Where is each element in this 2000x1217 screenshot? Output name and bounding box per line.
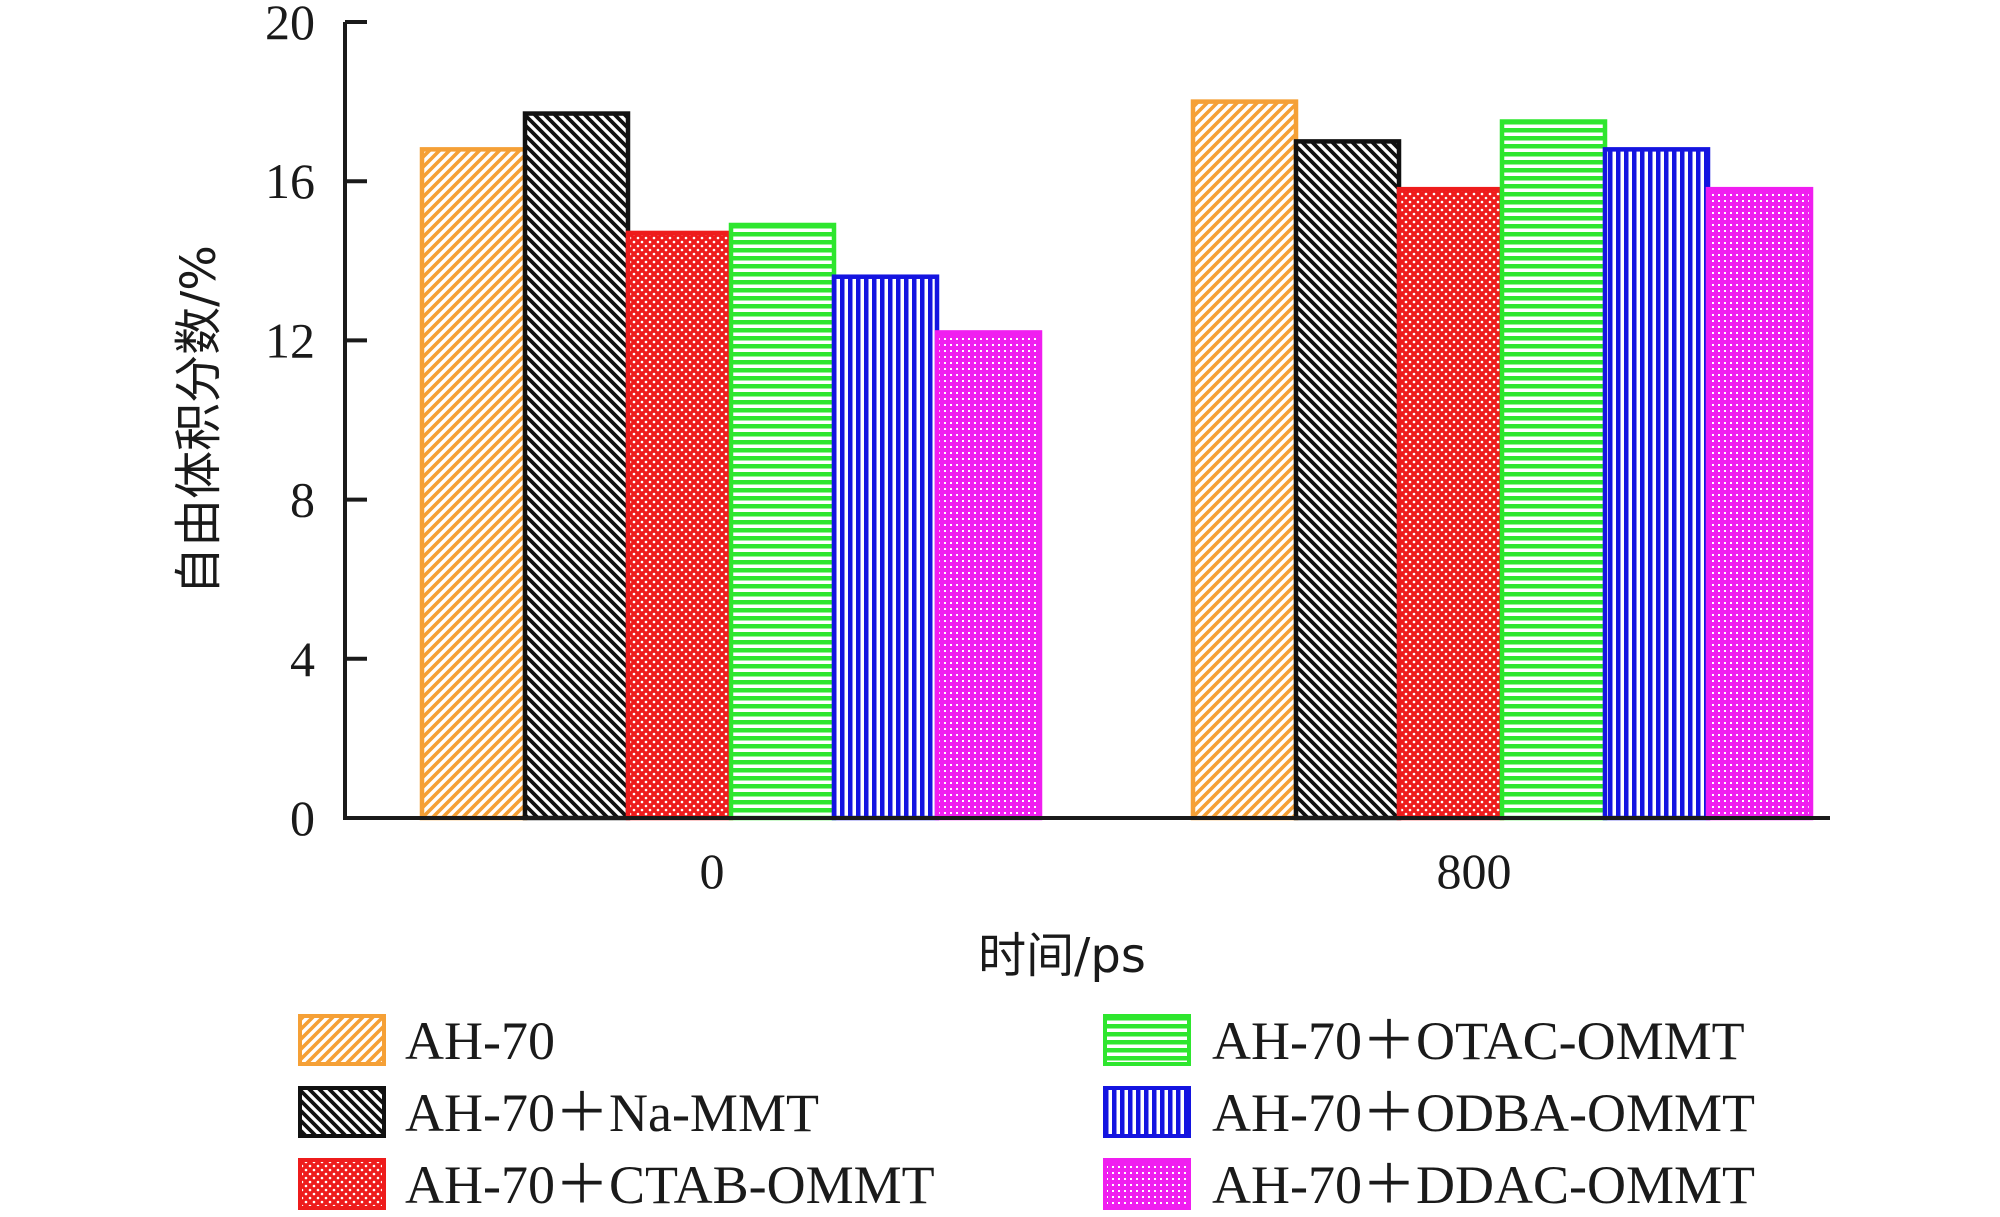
- y-tick-label: 20: [265, 0, 315, 50]
- bar-ah-70-ctab-ommt-0: [625, 230, 734, 821]
- x-axis-ticks: 0 800: [700, 843, 1512, 899]
- legend-label: AH-70: [405, 1011, 555, 1071]
- legend-swatch: [298, 1086, 386, 1138]
- bar-ah-70-ddac-ommt-0: [934, 330, 1043, 821]
- bar-ah-70-otac-ommt-0: [728, 222, 837, 821]
- bar-ah-70-odba-ommt-0: [831, 274, 940, 821]
- x-axis-title: 时间/ps: [978, 928, 1146, 984]
- bars-group: [419, 99, 1814, 821]
- legend-label: AH-70＋DDAC-OMMT: [1212, 1155, 1755, 1215]
- bar-ah-70-800: [1190, 99, 1299, 821]
- x-tick-label: 800: [1437, 843, 1512, 899]
- bar-ah-70-0: [419, 147, 528, 821]
- legend: AH-70 AH-70＋Na-MMT AH-70＋CTAB-OMMT AH-70＋OT…: [298, 1011, 1755, 1215]
- y-axis-ticks: 0 4 8 12 16 20: [265, 0, 367, 846]
- bar-ah-70-ddac-ommt-800: [1705, 186, 1814, 821]
- y-axis-title: 自由体积分数/%: [171, 245, 227, 595]
- legend-label: AH-70＋ODBA-OMMT: [1212, 1083, 1755, 1143]
- y-tick-label: 4: [290, 631, 315, 687]
- bar-ah-70-odba-ommt-800: [1602, 147, 1711, 821]
- y-tick-label: 0: [290, 790, 315, 846]
- legend-label: AH-70＋CTAB-OMMT: [405, 1155, 935, 1215]
- bar-ah-70-na-mmt-800: [1293, 139, 1402, 821]
- y-tick-label: 12: [265, 312, 315, 368]
- x-tick-label: 0: [700, 843, 725, 899]
- legend-label: AH-70＋OTAC-OMMT: [1212, 1011, 1745, 1071]
- legend-label: AH-70＋Na-MMT: [405, 1083, 819, 1143]
- bar-ah-70-ctab-ommt-800: [1396, 186, 1505, 821]
- legend-swatch: [1103, 1158, 1191, 1210]
- y-tick-label: 8: [290, 472, 315, 528]
- legend-swatch: [298, 1014, 386, 1066]
- y-tick-label: 16: [265, 153, 315, 209]
- legend-swatch: [298, 1158, 386, 1210]
- bar-ah-70-otac-ommt-800: [1499, 119, 1608, 821]
- bar-ah-70-na-mmt-0: [522, 111, 631, 821]
- legend-swatch: [1103, 1014, 1191, 1066]
- legend-swatch: [1103, 1086, 1191, 1138]
